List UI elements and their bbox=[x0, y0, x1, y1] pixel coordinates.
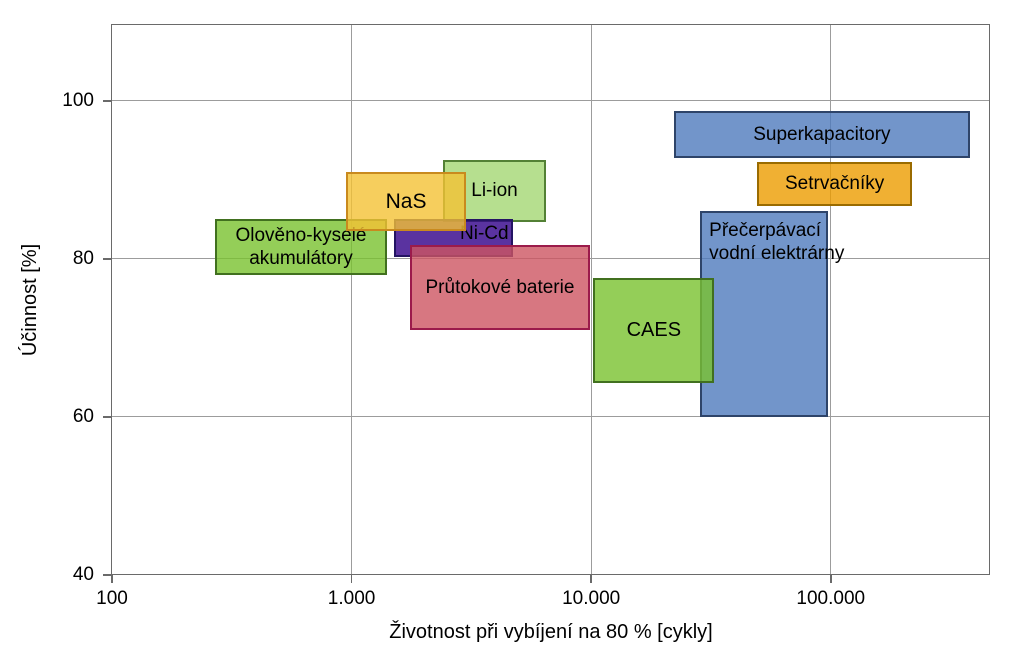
lead-acid-label: Olověno-kyselé akumulátory bbox=[235, 225, 367, 270]
y-tick-mark bbox=[103, 258, 112, 260]
x-tick-label: 100 bbox=[96, 588, 128, 609]
x-tick-label: 10.000 bbox=[562, 588, 621, 609]
caes-label: CAES bbox=[626, 318, 682, 341]
y-tick-mark bbox=[103, 100, 112, 102]
flow-batteries-label: Průtokové baterie bbox=[425, 276, 575, 298]
tech-box-pumped-hydro: Přečerpávací vodní elektrárny bbox=[700, 211, 845, 417]
plot-border bbox=[111, 24, 990, 575]
flywheels-label: Setrvačníky bbox=[784, 173, 885, 195]
x-tick-mark bbox=[590, 575, 592, 583]
x-tick-mark bbox=[830, 575, 832, 583]
x-tick-mark bbox=[111, 575, 113, 583]
x-tick-label: 100.000 bbox=[796, 588, 866, 609]
li-ion-label: Li-ion bbox=[471, 180, 518, 202]
gridline-horizontal bbox=[112, 100, 990, 102]
tech-box-supercapacitors: Superkapacitory bbox=[674, 111, 970, 158]
x-tick-mark bbox=[350, 575, 353, 583]
y-tick-label: 60 bbox=[72, 405, 94, 427]
y-tick-label: 40 bbox=[72, 564, 94, 585]
gridline-vertical bbox=[351, 25, 353, 575]
y-tick-label: 100 bbox=[62, 89, 94, 111]
x-tick-label: 1.000 bbox=[327, 588, 376, 609]
tech-box-nas: NaS bbox=[346, 171, 466, 232]
pumped-hydro-label: Přečerpávací vodní elektrárny bbox=[709, 220, 845, 265]
tech-box-flywheels: Setrvačníky bbox=[757, 161, 912, 206]
supercapacitors-label: Superkapacitory bbox=[753, 123, 891, 145]
y-tick-label: 80 bbox=[72, 247, 94, 269]
tech-box-caes: CAES bbox=[593, 277, 715, 383]
ni-cd-label: Ni-Cd bbox=[460, 223, 509, 245]
x-axis-label: Životnost při vybíjení na 80 % [cykly] bbox=[389, 621, 713, 643]
y-tick-mark bbox=[103, 574, 112, 576]
y-tick-mark bbox=[103, 416, 112, 418]
nas-label: NaS bbox=[385, 190, 427, 214]
gridline-vertical bbox=[590, 25, 592, 575]
gridline-vertical bbox=[830, 25, 832, 575]
gridline-horizontal bbox=[112, 416, 990, 418]
tech-box-flow-batteries: Průtokové baterie bbox=[409, 244, 591, 331]
